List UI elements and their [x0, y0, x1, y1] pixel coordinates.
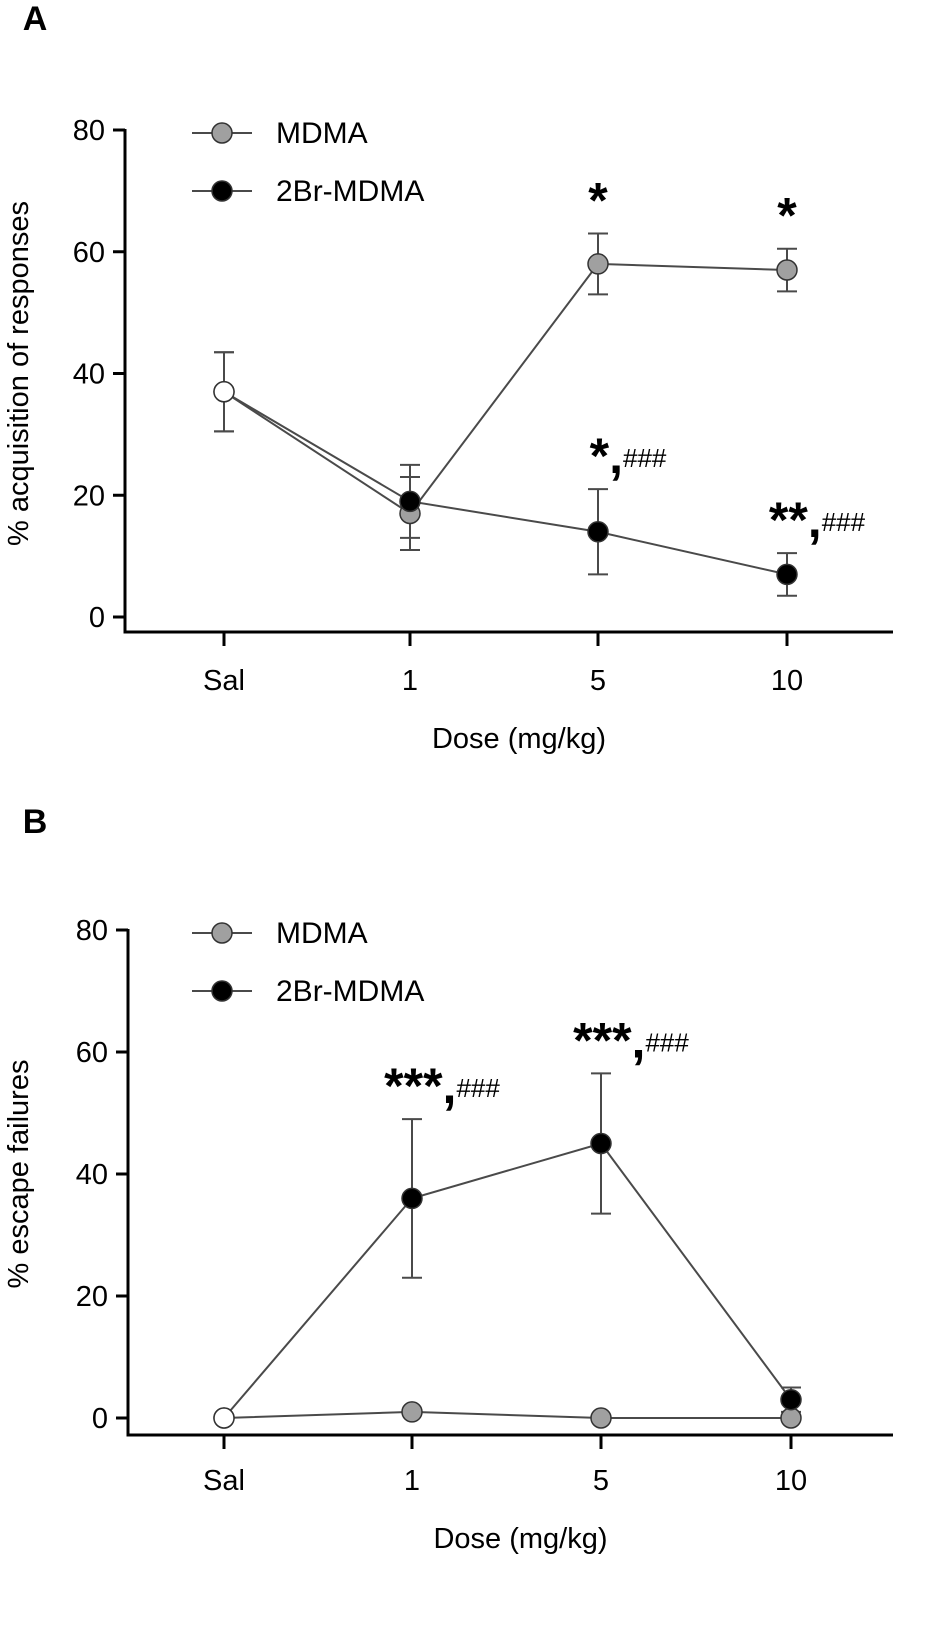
- significance-hash: ###: [822, 507, 866, 537]
- data-point-2br-mdma: [590, 1132, 612, 1155]
- significance-stars: ***,: [384, 1058, 456, 1114]
- significance-hash: ###: [645, 1027, 689, 1057]
- data-point-2br-mdma: [401, 1187, 423, 1210]
- significance-annotation: ***,###: [384, 1058, 500, 1114]
- significance-stars: *,: [590, 428, 623, 484]
- panel-label: A: [23, 0, 48, 38]
- y-tick-label: 60: [73, 237, 105, 269]
- data-point-saline: [213, 1407, 235, 1429]
- significance-hash: ###: [456, 1073, 500, 1103]
- legend-label-mdma: MDMA: [276, 117, 368, 150]
- data-point-2br-mdma: [776, 563, 798, 586]
- panel-label: B: [23, 803, 48, 841]
- significance-annotation: **,###: [769, 492, 866, 548]
- data-point-2br-mdma: [780, 1388, 802, 1411]
- x-tick-label: 10: [771, 665, 803, 697]
- x-tick-label: Sal: [203, 1465, 245, 1497]
- data-point-saline: [213, 381, 235, 403]
- significance-stars: *: [588, 172, 608, 228]
- panel-a-chart: A 0 20 40 60 80 Sal 1 5 10 Dose (mg/kg) % acquisiti…: [3, 0, 893, 755]
- y-tick-label: 40: [73, 359, 105, 391]
- data-point-2br-mdma: [587, 521, 609, 543]
- x-axis-title: Dose (mg/kg): [432, 723, 606, 755]
- legend-label-mdma: MDMA: [276, 917, 368, 950]
- y-tick-label: 20: [76, 1281, 108, 1313]
- legend-marker-mdma: [211, 122, 233, 144]
- series-line-2br-mdma: [223, 390, 788, 576]
- series-line-mdma: [223, 1410, 791, 1419]
- significance-stars: ***,: [573, 1012, 645, 1068]
- legend-label-2br-mdma: 2Br-MDMA: [276, 175, 424, 208]
- significance-annotation: *: [588, 172, 608, 228]
- y-tick-label: 40: [76, 1159, 108, 1191]
- y-tick-label: 80: [76, 915, 108, 947]
- data-point-2br-mdma: [399, 490, 421, 513]
- x-tick-label: 5: [590, 665, 606, 697]
- series-line-mdma: [223, 262, 788, 515]
- y-axis-title: % escape failures: [3, 1060, 35, 1289]
- series-line-2br-mdma: [223, 1142, 792, 1419]
- panel-b-chart: B 0 20 40 60 80 Sal 1 5 10 Dose (mg/kg) % escape fa…: [3, 803, 893, 1555]
- legend-marker-2br-mdma: [211, 180, 233, 202]
- y-tick-label: 80: [73, 115, 105, 147]
- legend-marker-2br-mdma: [211, 980, 233, 1002]
- x-tick-label: 5: [593, 1465, 609, 1497]
- significance-stars: **,: [769, 492, 822, 548]
- x-tick-label: Sal: [203, 665, 245, 697]
- y-axis-title: % acquisition of responses: [3, 201, 35, 546]
- significance-stars: *: [777, 188, 797, 244]
- x-axis-title: Dose (mg/kg): [433, 1523, 607, 1555]
- x-tick-label: 1: [402, 665, 418, 697]
- data-point-mdma: [587, 253, 609, 275]
- data-point-mdma: [401, 1401, 423, 1423]
- legend-label-2br-mdma: 2Br-MDMA: [276, 975, 424, 1008]
- y-tick-label: 60: [76, 1037, 108, 1069]
- data-point-mdma: [780, 1407, 802, 1429]
- significance-annotation: *,###: [590, 428, 667, 484]
- significance-hash: ###: [623, 443, 667, 473]
- y-tick-label: 0: [92, 1403, 108, 1435]
- data-point-mdma: [590, 1407, 612, 1429]
- data-point-mdma: [776, 259, 798, 281]
- x-tick-label: 10: [775, 1465, 807, 1497]
- significance-annotation: ***,###: [573, 1012, 689, 1068]
- significance-annotation: *: [777, 188, 797, 244]
- legend-marker-mdma: [211, 922, 233, 944]
- x-tick-label: 1: [404, 1465, 420, 1497]
- y-tick-label: 20: [73, 480, 105, 512]
- y-tick-label: 0: [89, 602, 105, 634]
